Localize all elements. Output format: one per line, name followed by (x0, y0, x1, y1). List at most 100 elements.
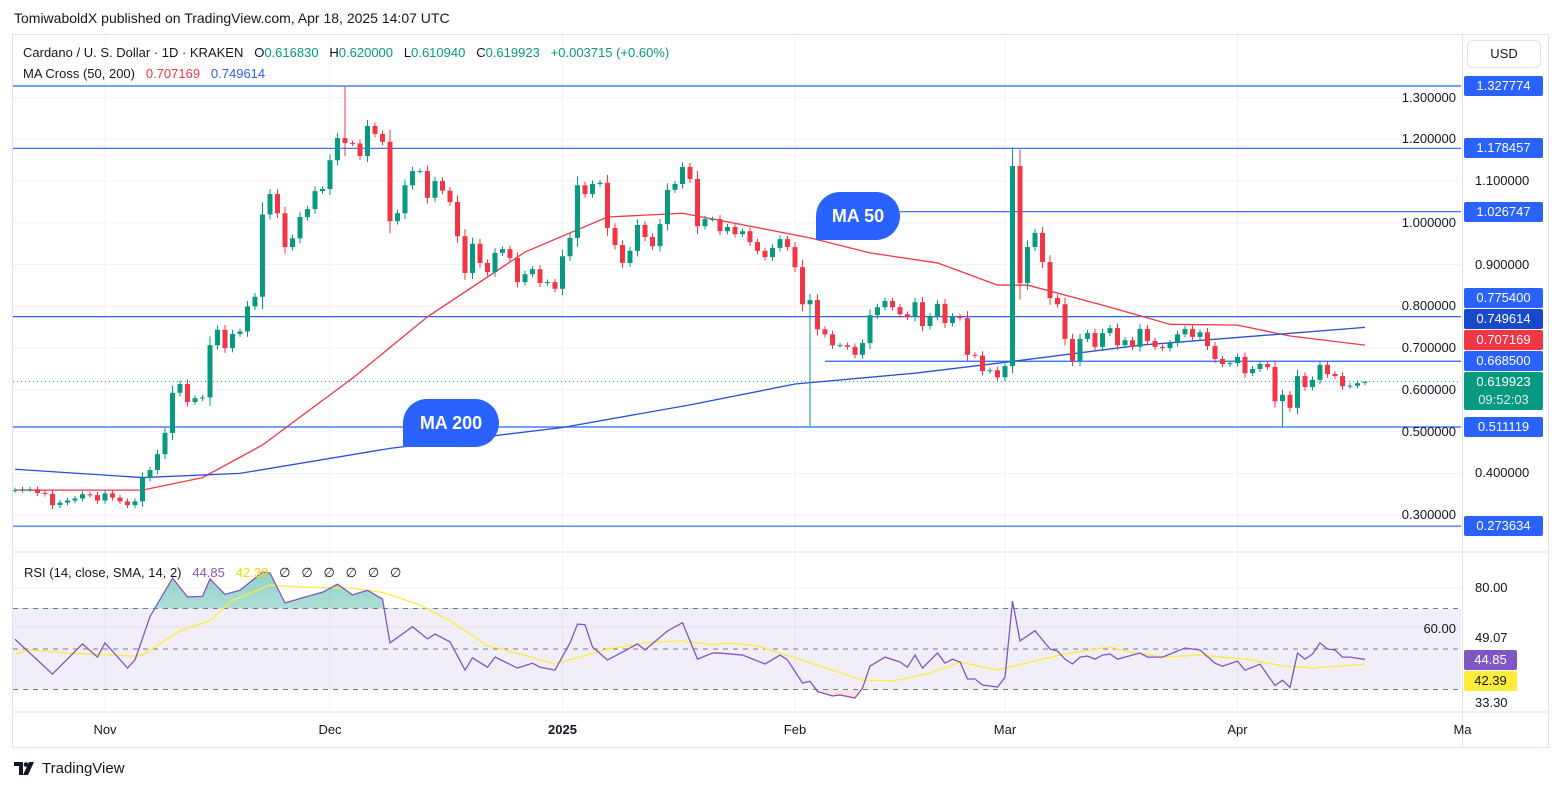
candle-body (897, 307, 903, 315)
ma50-annotation[interactable]: MA 50 (816, 192, 900, 240)
candle-body (680, 166, 685, 185)
candle-body (440, 181, 445, 191)
candle (597, 180, 603, 187)
candle-body (1190, 328, 1195, 337)
candle-body (305, 209, 310, 217)
candle-body (395, 213, 400, 222)
candle (1085, 329, 1090, 343)
price-tick-label: 0.900000 (1475, 256, 1530, 272)
candle (95, 491, 100, 504)
candle (110, 490, 115, 501)
candle-body (1092, 333, 1098, 347)
candle (72, 495, 78, 504)
candle-body (875, 307, 880, 316)
candle (777, 235, 783, 252)
candle (447, 186, 453, 206)
candle (395, 209, 400, 225)
candle-body (50, 493, 55, 506)
candle-body (447, 190, 453, 202)
candle (987, 367, 993, 374)
candle-body (852, 346, 858, 355)
candle (755, 238, 760, 255)
candle (1137, 324, 1143, 352)
candle-body (1295, 376, 1300, 408)
candle-body (342, 138, 348, 144)
candle-body (1242, 356, 1248, 374)
candle (1332, 371, 1338, 379)
ma200-value: 0.749614 (210, 66, 266, 81)
candle (282, 206, 288, 254)
candle-body (965, 318, 970, 355)
candle (635, 219, 640, 257)
rsi-value: 44.85 (192, 565, 225, 580)
candle (867, 309, 873, 349)
rsi-empty-5: ∅ (367, 565, 380, 580)
rsi-empty-6: ∅ (390, 565, 402, 580)
candle (657, 218, 663, 252)
close-label: C (476, 45, 486, 60)
candle-body (192, 398, 198, 402)
candle (342, 85, 348, 157)
currency-button[interactable]: USD (1467, 40, 1541, 68)
candle-body (1025, 247, 1030, 283)
candle (1250, 365, 1255, 377)
candle (207, 336, 213, 407)
candle (132, 498, 138, 509)
candle-body (710, 219, 715, 221)
price-badge-ma50: 0.707169 (1464, 330, 1543, 351)
price-tick-label: 1.200000 (1401, 131, 1456, 147)
candle-body (650, 237, 655, 247)
candle-body (1265, 363, 1270, 367)
time-axis-label: Dec (318, 722, 342, 737)
candle-body (1235, 356, 1240, 364)
rsi-legend[interactable]: RSI (14, close, SMA, 14, 2) 44.85 42.39 … (24, 565, 401, 581)
candle (57, 499, 63, 508)
candle (230, 329, 235, 353)
candle (410, 166, 415, 190)
candle (252, 293, 258, 311)
candle-body (1220, 358, 1225, 364)
candle-body (537, 269, 543, 283)
candle (1152, 337, 1158, 351)
candle-body (477, 243, 483, 263)
horizontal-levels (13, 85, 1461, 527)
candle-body (1280, 394, 1285, 402)
candle-body (635, 224, 640, 251)
candle-body (627, 250, 633, 263)
candle (1107, 324, 1113, 337)
ma-cross-legend[interactable]: MA Cross (50, 200) 0.707169 0.749614 (23, 66, 265, 81)
candle-body (657, 224, 663, 247)
candle (1280, 389, 1285, 428)
candle (1145, 324, 1150, 345)
ma200-line (14, 326, 1366, 479)
candle-body (957, 316, 963, 319)
price-badge-level: 1.327774 (1464, 75, 1543, 96)
price-axis[interactable] (1462, 35, 1549, 747)
candle-body (920, 302, 925, 326)
candle (42, 490, 48, 497)
candle-body (1272, 366, 1278, 402)
candle (13, 487, 18, 493)
candle (215, 325, 220, 350)
candle (1160, 344, 1165, 351)
candle-body (13, 490, 18, 492)
candle-body (237, 331, 243, 334)
tradingview-logo[interactable]: TradingView (14, 760, 125, 777)
candle (957, 313, 963, 321)
candle (312, 186, 318, 214)
candle (320, 186, 325, 194)
candle (822, 326, 828, 338)
price-badge-level: 0.775400 (1464, 288, 1543, 309)
candle (927, 312, 933, 330)
high-label: H (329, 45, 339, 60)
price-badge-level: 1.178457 (1464, 138, 1543, 159)
candle-body (87, 494, 93, 496)
candle-body (1032, 232, 1038, 248)
candle-body (102, 493, 108, 501)
candle (387, 129, 393, 234)
candle-body (665, 189, 670, 225)
candle-body (455, 201, 460, 237)
candle (470, 237, 475, 279)
ma200-annotation[interactable]: MA 200 (403, 399, 499, 447)
